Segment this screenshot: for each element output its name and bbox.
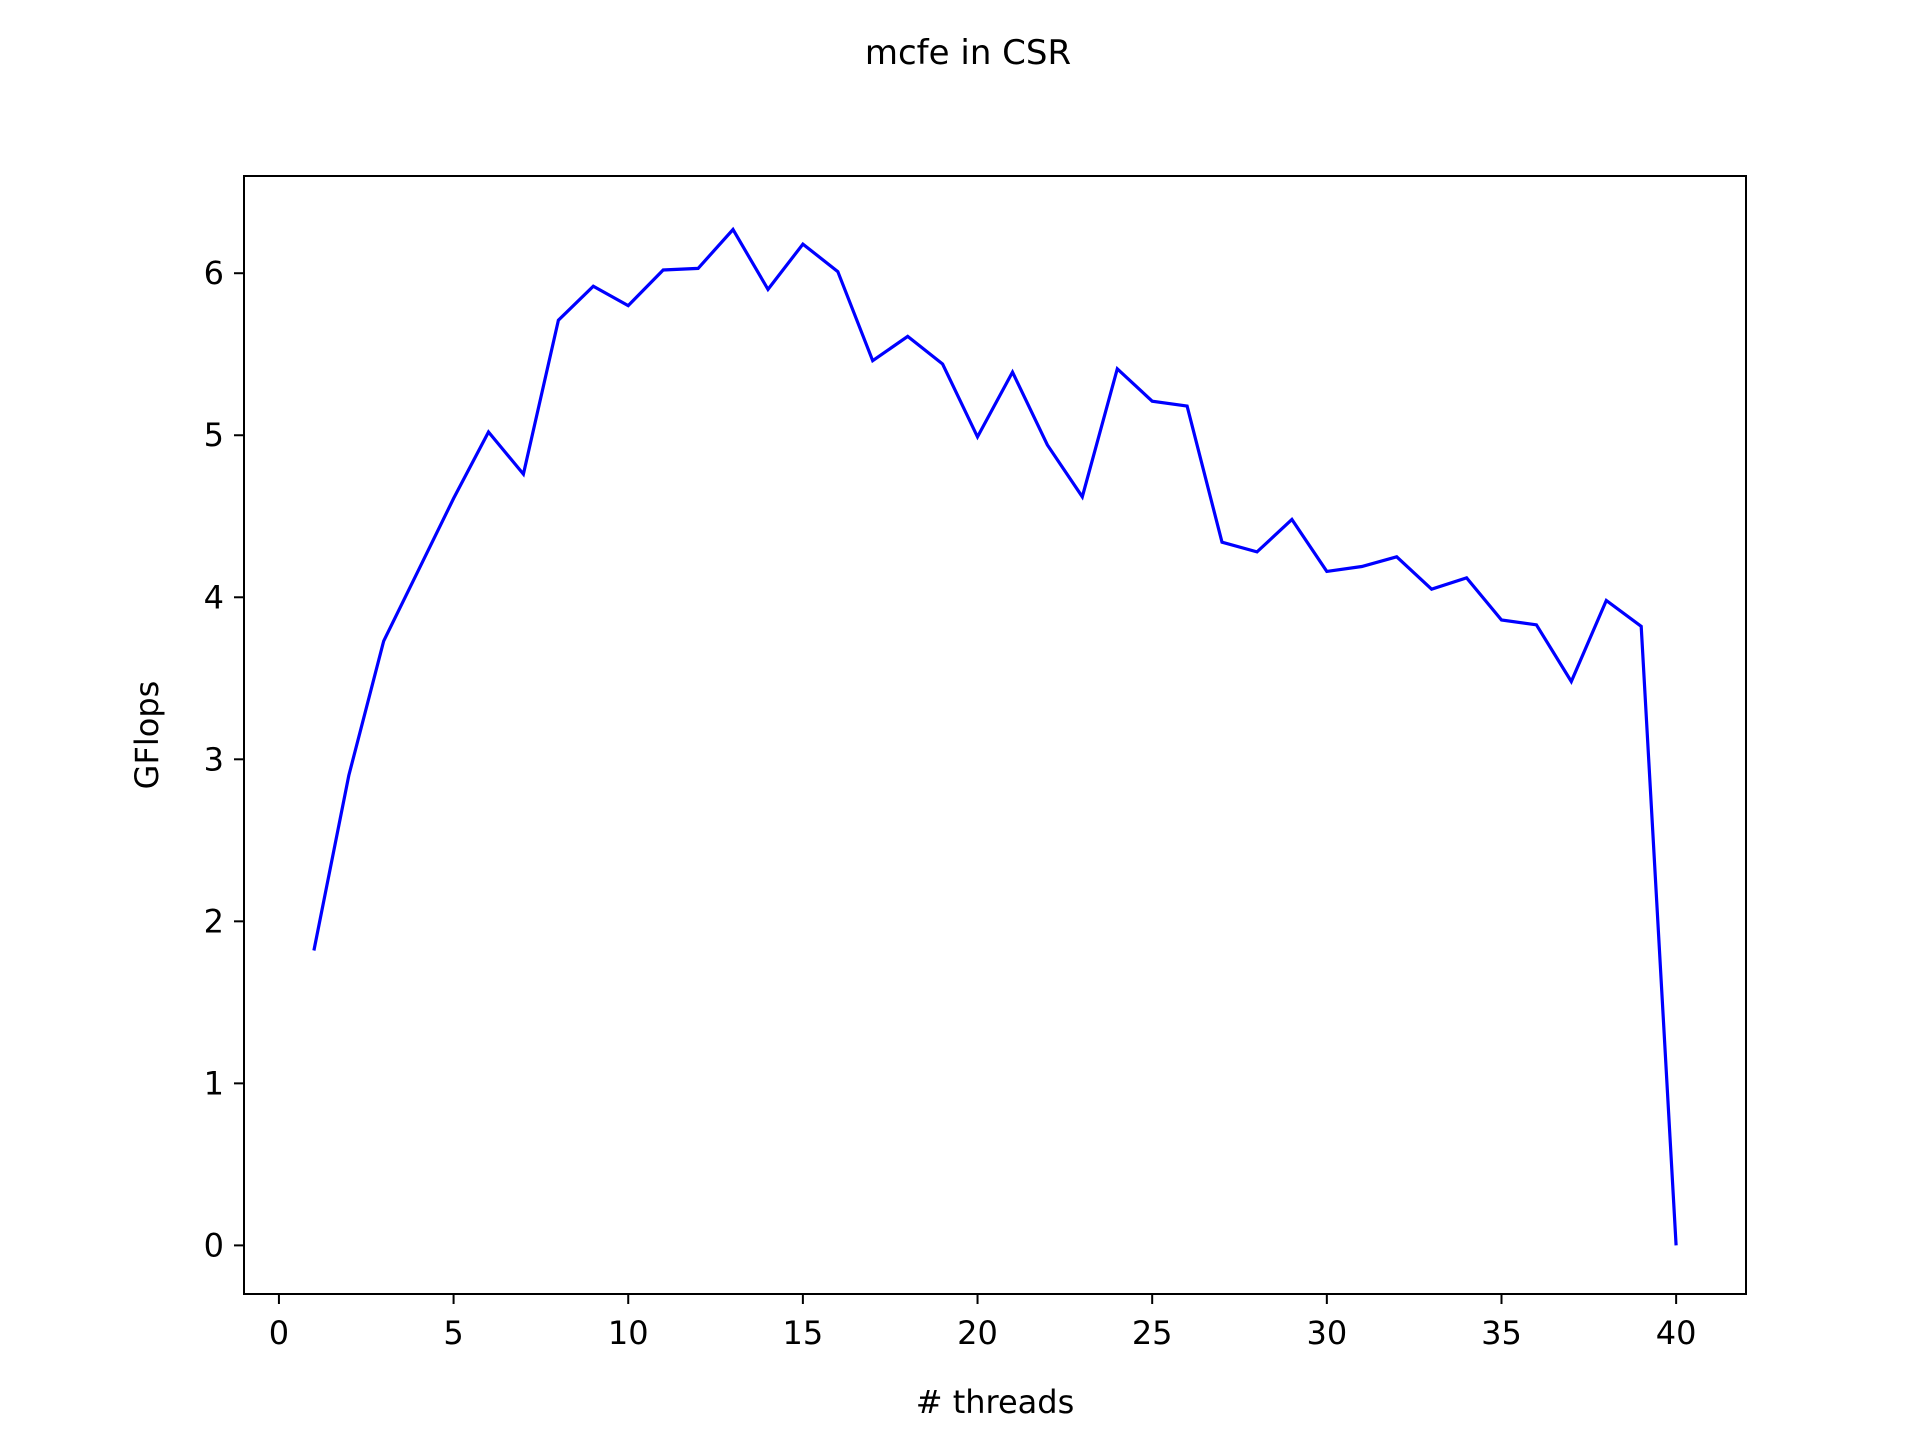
x-tick-label: 30 (1306, 1314, 1347, 1352)
chart-title: mcfe in CSR (865, 33, 1071, 73)
y-tick-label: 6 (204, 254, 224, 292)
x-axis-label: # threads (916, 1383, 1075, 1421)
x-tick-label: 15 (783, 1314, 824, 1352)
y-axis: 0 1 2 3 4 5 6 (204, 254, 244, 1264)
x-tick-label: 0 (269, 1314, 289, 1352)
y-tick-label: 1 (204, 1064, 224, 1102)
y-tick-label: 2 (204, 902, 224, 940)
y-tick-label: 3 (204, 740, 224, 778)
x-tick-label: 40 (1656, 1314, 1697, 1352)
axes-frame (243, 175, 1747, 1295)
y-tick-label: 5 (204, 416, 224, 454)
x-tick-label: 35 (1481, 1314, 1522, 1352)
series-line-0 (312, 226, 1678, 1246)
y-axis-label: GFlops (128, 681, 166, 790)
plot-area (312, 226, 1678, 1246)
x-axis: 0 5 10 15 20 25 30 35 40 (269, 1294, 1697, 1352)
x-tick-label: 5 (443, 1314, 463, 1352)
x-tick-label: 20 (957, 1314, 998, 1352)
y-tick-label: 4 (204, 578, 224, 616)
x-tick-label: 10 (608, 1314, 649, 1352)
y-tick-label: 0 (204, 1226, 224, 1264)
x-tick-label: 25 (1132, 1314, 1173, 1352)
